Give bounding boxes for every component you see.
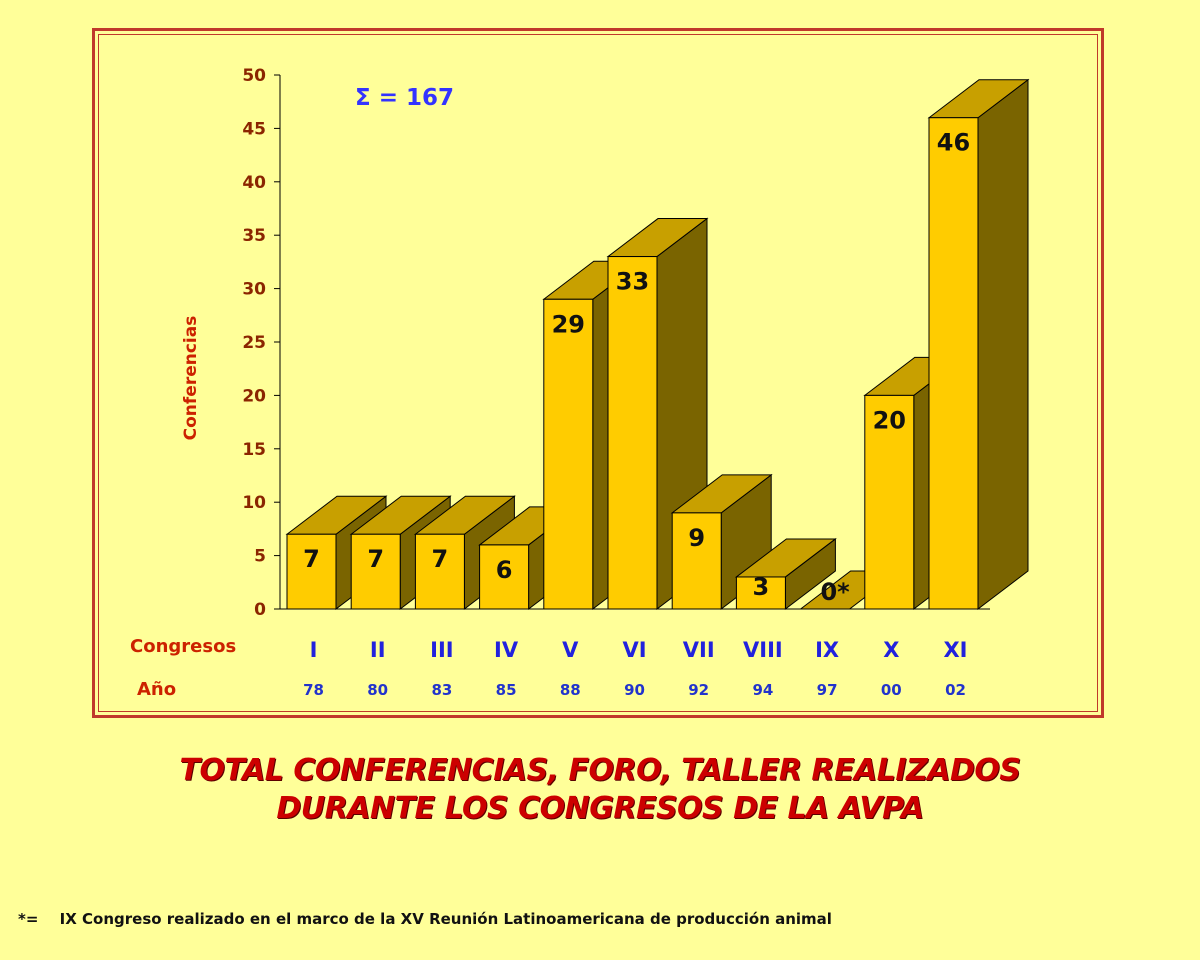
x-category-label: XI (943, 638, 967, 662)
x-category-label: X (883, 638, 899, 662)
bar (543, 298, 594, 610)
x-year-label: 90 (624, 681, 645, 699)
bar (928, 117, 979, 610)
footnote: *= IX Congreso realizado en el marco de … (18, 910, 832, 928)
x-year-label: 83 (431, 681, 452, 699)
x-category-label: IX (815, 638, 839, 662)
title-line-2: DURANTE LOS CONGRESOS DE LA AVPA (276, 791, 924, 826)
y-tick-label: 30 (242, 280, 266, 300)
chart-frame-outer (92, 28, 1104, 718)
x-year-label: 92 (688, 681, 709, 699)
bar (286, 533, 337, 610)
bar (414, 533, 465, 610)
row-label-year: Año (137, 679, 176, 700)
x-category-label: III (430, 638, 453, 662)
x-category-label: V (562, 638, 579, 662)
x-category-label: VII (683, 638, 715, 662)
bar (350, 533, 401, 610)
chart-frame-inner (98, 34, 1098, 712)
y-tick-label: 40 (242, 173, 266, 193)
sum-annotation: Σ = 167 (355, 85, 454, 111)
bar-value-label: 7 (367, 545, 384, 573)
title-line-1: TOTAL CONFERENCIAS, FORO, TALLER REALIZA… (179, 753, 1021, 788)
bar (671, 512, 722, 610)
bar-value-label: 46 (937, 129, 970, 157)
footnote-text: IX Congreso realizado en el marco de la … (59, 910, 832, 928)
x-category-label: I (310, 638, 318, 662)
footnote-mark: *= (18, 910, 39, 928)
x-year-label: 85 (496, 681, 517, 699)
x-year-label: 97 (817, 681, 838, 699)
y-tick-label: 50 (242, 66, 266, 86)
x-year-label: 88 (560, 681, 581, 699)
x-category-label: VI (622, 638, 646, 662)
y-tick-label: 10 (242, 493, 266, 513)
x-category-label: VIII (743, 638, 783, 662)
bar-value-label: 7 (303, 545, 320, 573)
bar-value-label: 7 (432, 545, 449, 573)
bar-side-face (977, 78, 1029, 611)
x-year-label: 80 (367, 681, 388, 699)
bar-value-label: 29 (552, 310, 585, 338)
row-label-congresos: Congresos (130, 636, 236, 657)
bar-value-label: 20 (873, 406, 906, 434)
x-year-label: 94 (752, 681, 773, 699)
y-tick-label: 35 (242, 226, 266, 246)
x-category-label: II (370, 638, 386, 662)
bar (479, 544, 530, 610)
bar-value-label: 9 (688, 524, 705, 552)
bar-value-label: 6 (496, 556, 513, 584)
y-axis-label: Conferencias (181, 316, 201, 441)
page-title: TOTAL CONFERENCIAS, FORO, TALLER REALIZA… (0, 752, 1200, 828)
bar (864, 394, 915, 610)
bar-value-label: 0* (820, 578, 850, 606)
bar-value-label: 3 (753, 573, 770, 601)
bar (607, 256, 658, 610)
y-tick-label: 20 (242, 386, 266, 406)
y-tick-label: 5 (254, 547, 266, 567)
bar (735, 576, 786, 610)
bar-chart: 0 5 10 15 20 25 30 35 40 45 50 Conferencias Σ = 167 7… (130, 66, 1030, 700)
bar-value-label: 33 (616, 268, 649, 296)
x-year-label: 02 (945, 681, 966, 699)
y-tick-label: 0 (254, 600, 266, 620)
y-tick-label: 45 (242, 119, 266, 139)
x-year-label: 78 (303, 681, 324, 699)
y-tick-label: 25 (242, 333, 266, 353)
x-category-label: IV (494, 638, 519, 662)
y-tick-label: 15 (242, 440, 266, 460)
x-year-label: 00 (881, 681, 902, 699)
